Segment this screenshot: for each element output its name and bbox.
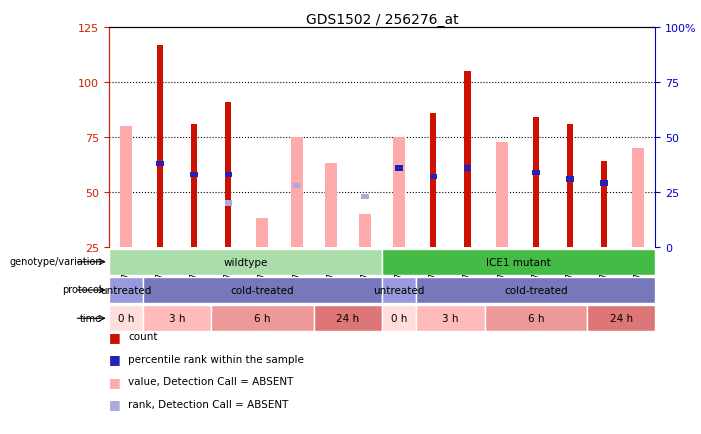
Bar <box>291 138 303 247</box>
Bar <box>156 161 163 167</box>
Text: cold-treated: cold-treated <box>231 286 294 295</box>
Bar <box>533 118 539 247</box>
FancyBboxPatch shape <box>416 306 484 332</box>
Bar <box>496 142 508 247</box>
Text: wildtype: wildtype <box>223 257 268 267</box>
FancyBboxPatch shape <box>382 277 416 303</box>
Bar <box>464 72 470 247</box>
Text: rank, Detection Call = ABSENT: rank, Detection Call = ABSENT <box>128 399 289 409</box>
Bar <box>393 138 405 247</box>
Bar <box>257 219 268 247</box>
Bar <box>191 125 197 247</box>
Bar <box>191 172 198 178</box>
Text: count: count <box>128 332 158 341</box>
Bar <box>224 172 232 178</box>
Bar <box>157 46 163 247</box>
Bar <box>120 127 132 247</box>
FancyBboxPatch shape <box>211 306 314 332</box>
Text: 6 h: 6 h <box>528 314 544 323</box>
Bar <box>325 164 336 247</box>
FancyBboxPatch shape <box>484 306 587 332</box>
Text: ■: ■ <box>109 352 121 365</box>
Bar <box>225 103 231 247</box>
FancyBboxPatch shape <box>109 306 143 332</box>
Text: 24 h: 24 h <box>336 314 360 323</box>
Bar <box>601 181 608 187</box>
Text: 6 h: 6 h <box>254 314 271 323</box>
FancyBboxPatch shape <box>382 306 416 332</box>
FancyBboxPatch shape <box>109 249 382 275</box>
Text: 3 h: 3 h <box>169 314 185 323</box>
Text: 0 h: 0 h <box>391 314 407 323</box>
FancyBboxPatch shape <box>143 277 382 303</box>
Bar <box>359 214 371 247</box>
Text: percentile rank within the sample: percentile rank within the sample <box>128 354 304 364</box>
Text: ICE1 mutant: ICE1 mutant <box>486 257 551 267</box>
Bar <box>395 166 403 171</box>
Bar <box>601 162 607 247</box>
Text: ■: ■ <box>109 398 121 411</box>
FancyBboxPatch shape <box>416 277 655 303</box>
FancyBboxPatch shape <box>314 306 382 332</box>
Bar <box>632 149 644 247</box>
Text: protocol: protocol <box>62 285 102 295</box>
Bar <box>567 125 573 247</box>
Text: 3 h: 3 h <box>442 314 458 323</box>
Text: ■: ■ <box>109 375 121 388</box>
FancyBboxPatch shape <box>587 306 655 332</box>
Text: untreated: untreated <box>100 286 151 295</box>
Text: value, Detection Call = ABSENT: value, Detection Call = ABSENT <box>128 377 294 386</box>
Text: time: time <box>79 313 102 323</box>
Bar <box>532 170 540 176</box>
FancyBboxPatch shape <box>109 277 143 303</box>
Title: GDS1502 / 256276_at: GDS1502 / 256276_at <box>306 13 458 27</box>
Bar <box>430 114 437 247</box>
Bar <box>293 183 300 189</box>
FancyBboxPatch shape <box>143 306 211 332</box>
Text: cold-treated: cold-treated <box>504 286 568 295</box>
Text: ■: ■ <box>109 330 121 343</box>
Text: genotype/variation: genotype/variation <box>9 256 102 266</box>
FancyBboxPatch shape <box>382 249 655 275</box>
Bar <box>566 177 573 182</box>
Text: untreated: untreated <box>374 286 425 295</box>
Text: 24 h: 24 h <box>610 314 633 323</box>
Bar <box>361 194 369 200</box>
Text: 0 h: 0 h <box>118 314 134 323</box>
Bar <box>464 166 471 171</box>
Bar <box>430 174 437 180</box>
Bar <box>224 201 232 206</box>
